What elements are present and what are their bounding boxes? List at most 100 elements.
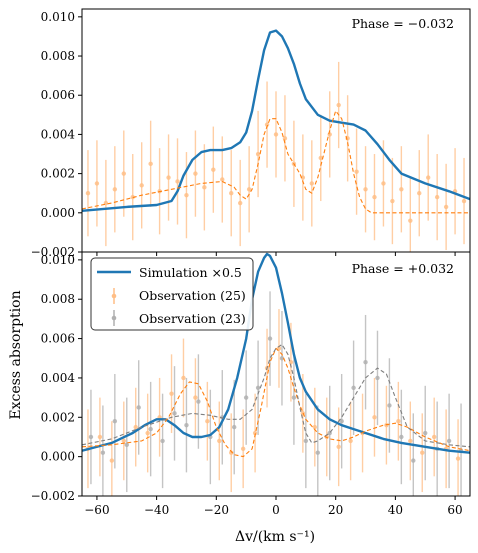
legend-obs23-swatch-dot xyxy=(111,315,117,321)
top-obs-point xyxy=(461,198,467,204)
bottom-obs25-point xyxy=(455,456,461,461)
xtick-label: 40 xyxy=(388,503,403,517)
top-orange-fit-line xyxy=(82,110,470,214)
top-obs-point xyxy=(202,185,207,190)
top-obs-point xyxy=(273,132,279,137)
xtick-label: 0 xyxy=(272,503,280,517)
top-obs-point xyxy=(193,171,198,176)
bottom-obs25-point xyxy=(109,458,115,463)
top-observations xyxy=(85,61,467,252)
bottom-obs23-point xyxy=(411,458,416,463)
bottom-simulation-line xyxy=(82,252,470,454)
top-obs-point xyxy=(148,161,153,167)
bottom-obs25-point xyxy=(420,450,425,455)
bottom-ytick-label: 0.002 xyxy=(41,410,75,424)
bottom-obs23-point xyxy=(351,385,356,390)
bottom-obs23-point xyxy=(196,399,201,404)
top-obs-point xyxy=(434,194,440,200)
bottom-ytick-label: 0.000 xyxy=(41,450,75,464)
bottom-obs23-point xyxy=(387,403,392,408)
bottom-obs25-point xyxy=(133,424,138,430)
bottom-obs25-point xyxy=(217,438,222,444)
bottom-obs25-point xyxy=(431,434,437,440)
top-obs-point xyxy=(381,181,386,186)
top-obs-point xyxy=(229,191,234,196)
bottom-ytick-label: 0.008 xyxy=(41,292,75,306)
legend: Simulation ×0.5 Observation (25) Observa… xyxy=(90,257,254,331)
bottom-lines xyxy=(82,252,470,458)
legend-simulation-label: Simulation ×0.5 xyxy=(139,265,242,280)
bottom-obs23-point xyxy=(243,395,249,400)
top-obs-point xyxy=(211,167,216,172)
legend-obs25-label: Observation (25) xyxy=(139,288,246,303)
bottom-gray-fit-line xyxy=(82,343,470,448)
top-obs-point xyxy=(354,169,359,174)
bottom-obs25-point xyxy=(348,438,353,444)
x-axis-label: Δv/(km s⁻¹) xyxy=(235,529,315,545)
bottom-obs23-point xyxy=(255,385,261,390)
xtick-label: 20 xyxy=(328,503,343,517)
bottom-obs25-point xyxy=(252,430,258,436)
top-obs-point xyxy=(184,192,189,198)
legend-obs23-label: Observation (23) xyxy=(139,311,246,326)
bottom-obs23-point xyxy=(267,336,273,341)
bottom-ytick-label: −0.002 xyxy=(31,489,75,503)
top-obs-point xyxy=(408,218,413,223)
top-obs-point xyxy=(112,187,118,192)
bottom-obs23-point xyxy=(100,450,106,455)
legend-box xyxy=(90,257,254,331)
top-obs-point xyxy=(443,204,449,210)
top-ytick-label: 0.010 xyxy=(41,10,75,24)
top-obs-point xyxy=(139,183,144,188)
bottom-obs25-point xyxy=(169,391,174,396)
top-obs-point xyxy=(94,181,100,186)
bottom-obs25-point xyxy=(312,424,317,430)
top-obs-point xyxy=(363,187,368,192)
bottom-phase-label: Phase = +0.032 xyxy=(352,261,454,276)
top-obs-point xyxy=(220,177,225,182)
bottom-obs23-point xyxy=(112,419,118,424)
bottom-obs25-point xyxy=(396,419,401,424)
top-phase-label: Phase = −0.032 xyxy=(352,16,454,31)
top-obs-point xyxy=(336,102,341,108)
bottom-obs23-point xyxy=(315,450,320,455)
top-obs-point xyxy=(390,198,395,204)
bottom-obs23-point xyxy=(148,426,153,432)
bottom-obs25-point xyxy=(145,430,150,436)
bottom-obs23-point xyxy=(446,438,452,444)
top-obs-point xyxy=(237,200,243,206)
bottom-obs23-point xyxy=(339,419,344,424)
bottom-obs25-point xyxy=(97,434,103,440)
observation-layer xyxy=(85,61,467,496)
top-obs-point xyxy=(166,175,171,180)
bottom-obs25-point xyxy=(336,444,341,450)
xtick-label: −60 xyxy=(84,503,109,517)
line-layer xyxy=(82,29,470,458)
bottom-obs23-point xyxy=(303,438,309,444)
legend-obs25-swatch-dot xyxy=(111,293,117,299)
top-lines xyxy=(82,29,470,214)
bottom-obs23-point xyxy=(399,434,404,440)
bottom-obs25-point xyxy=(408,438,413,444)
bottom-ytick-label: 0.004 xyxy=(41,371,76,385)
bottom-obs23-point xyxy=(124,442,129,448)
top-ytick-label: 0.002 xyxy=(41,167,75,181)
xtick-label: −20 xyxy=(204,503,229,517)
top-obs-point xyxy=(85,191,91,196)
bottom-obs25-point xyxy=(240,446,246,451)
top-ytick-label: 0.008 xyxy=(41,49,75,63)
ticks-layer: 0.0100.0080.0060.0040.0020.000−0.0020.01… xyxy=(31,10,463,517)
top-obs-point xyxy=(318,155,323,161)
top-ytick-label: 0.006 xyxy=(41,88,75,102)
top-obs-point xyxy=(309,181,315,186)
top-ytick-label: 0.000 xyxy=(41,206,75,220)
top-obs-point xyxy=(121,171,126,176)
top-obs-point xyxy=(264,122,270,127)
top-obs-point xyxy=(327,132,332,137)
top-obs-point xyxy=(399,187,404,192)
bottom-obs23-point xyxy=(160,438,165,444)
bottom-obs25-point xyxy=(205,419,210,424)
xtick-label: 60 xyxy=(447,503,462,517)
bottom-obs25-point xyxy=(229,450,234,455)
